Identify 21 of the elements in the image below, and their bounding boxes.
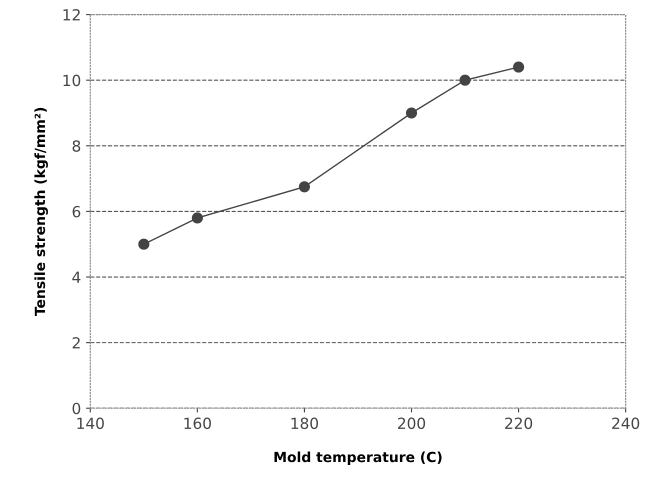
x-tick-label: 200 (398, 418, 426, 430)
x-tick-label: 180 (292, 418, 318, 430)
y-tick-label: 12 (64, 9, 80, 20)
x-tick-label: 140 (77, 418, 104, 430)
point (459, 74, 471, 86)
y-tick-label: 10 (64, 74, 80, 86)
y-tick-label: 4 (72, 272, 80, 283)
point (406, 107, 418, 119)
point (138, 238, 150, 250)
x-tick-label: 160 (184, 418, 211, 430)
y-axis-title: Tensile strength (kgf/mm²) (34, 108, 48, 316)
x-tick-label: 240 (612, 418, 640, 430)
x-axis-title: Mold temperature (C) (274, 452, 442, 465)
y-tick-label: 6 (72, 206, 80, 218)
point (192, 212, 203, 224)
y-tick-label: 8 (72, 140, 80, 152)
x-tick-label: 220 (505, 418, 532, 430)
point (513, 62, 524, 73)
point (298, 181, 310, 192)
y-tick-label: 2 (72, 337, 80, 348)
y-tick-label: 0 (72, 402, 80, 414)
